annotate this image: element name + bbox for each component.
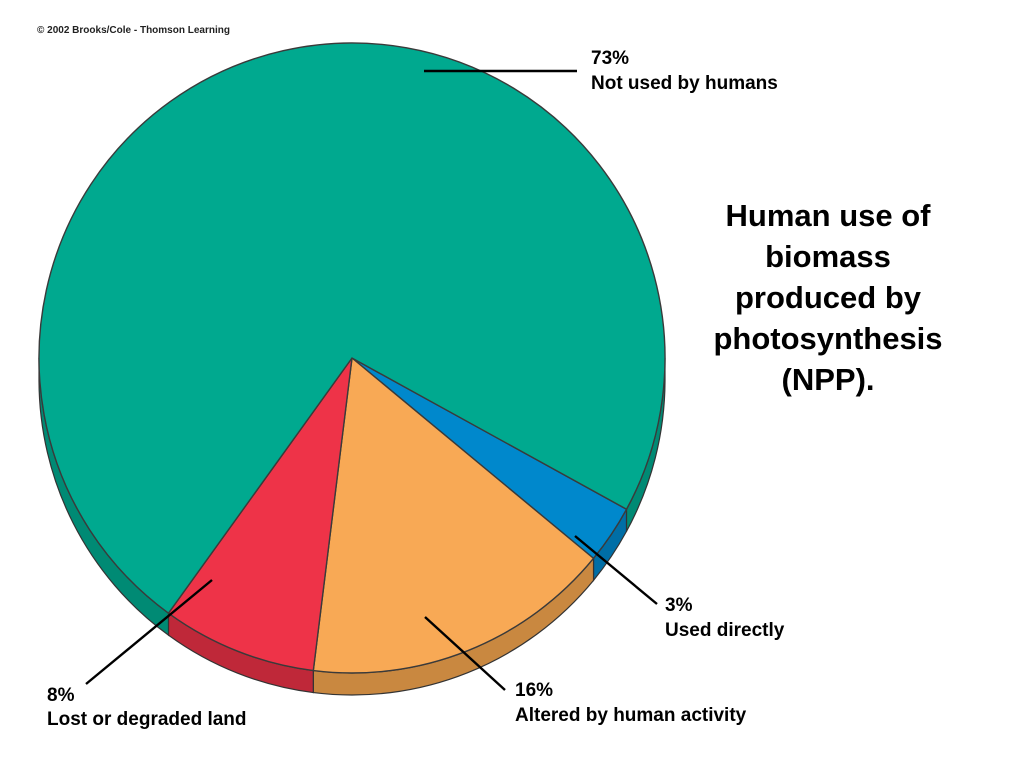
- slice-percent-used-directly: 3%: [665, 595, 693, 616]
- slice-percent-lost: 8%: [47, 685, 75, 706]
- copyright-text: © 2002 Brooks/Cole - Thomson Learning: [37, 25, 230, 36]
- leader-lines: [85, 69, 658, 691]
- slice-label-used-directly: 3% Used directly: [665, 595, 785, 641]
- chart-title-line: (NPP).: [782, 362, 875, 397]
- slice-text-not-used: Not used by humans: [591, 73, 778, 94]
- pie-slice-lost: [167, 357, 353, 672]
- chart-title: Human use of biomass produced by photosy…: [713, 198, 942, 397]
- leader-line-altered: [424, 616, 506, 691]
- slice-label-not-used: 73% Not used by humans: [591, 48, 778, 94]
- pie-slice-altered: [312, 356, 595, 674]
- slice-percent-altered: 16%: [515, 680, 553, 701]
- slice-percent-not-used: 73%: [591, 48, 629, 69]
- chart-title-line: produced by: [735, 280, 922, 315]
- leader-line-lost: [85, 579, 213, 685]
- pie-slice-not-used: [38, 42, 666, 615]
- slice-text-lost: Lost or degraded land: [47, 709, 247, 730]
- slice-text-altered: Altered by human activity: [515, 705, 747, 726]
- chart-title-line: biomass: [765, 239, 891, 274]
- chart-title-line: photosynthesis: [713, 321, 942, 356]
- chart-title-line: Human use of: [726, 198, 932, 233]
- slice-text-used-directly: Used directly: [665, 620, 785, 641]
- leader-line-used-directly: [574, 535, 658, 605]
- slice-label-altered: 16% Altered by human activity: [515, 680, 747, 726]
- slice-label-lost: 8% Lost or degraded land: [47, 685, 247, 730]
- pie-slices: [38, 42, 666, 674]
